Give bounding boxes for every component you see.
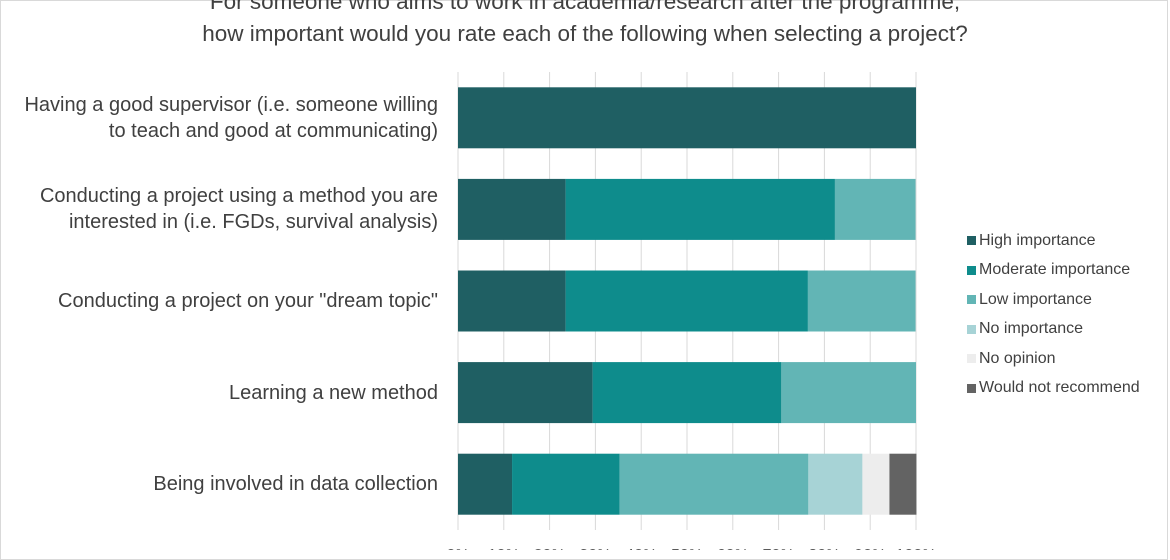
bar-segment-low-importance — [807, 270, 916, 332]
category-label-line: Learning a new method — [228, 381, 438, 404]
x-tick-label: 70% — [763, 547, 795, 550]
legend-swatch — [967, 354, 976, 364]
category-label: Conducting a project on your "dream topi… — [8, 288, 438, 314]
chart-title: For someone who aims to work in academia… — [0, 0, 1170, 50]
legend-item: No opinion — [967, 344, 1140, 374]
bar-segment-low-importance — [619, 453, 809, 515]
bar-segment-high-importance — [458, 453, 513, 515]
bar-segment-moderate-importance — [565, 178, 835, 240]
legend-swatch — [967, 265, 976, 275]
bars — [458, 87, 917, 515]
x-tick-label: 50% — [671, 547, 703, 550]
legend-item: Low importance — [967, 285, 1140, 315]
bar-segment-moderate-importance — [512, 453, 620, 515]
legend-item: Moderate importance — [967, 256, 1140, 286]
x-tick-label: 40% — [625, 547, 657, 550]
category-label-line: Conducting a project on your "dream topi… — [58, 290, 438, 312]
x-tick-label: 60% — [717, 547, 749, 550]
category-label-line: Having a good supervisor (i.e. someone w… — [24, 93, 438, 116]
legend-item: High importance — [967, 226, 1140, 256]
x-tick-label: 100% — [896, 547, 937, 550]
bar-segment-high-importance — [458, 270, 566, 332]
legend-label: No opinion — [979, 349, 1056, 367]
bar-segment-low-importance — [834, 178, 916, 240]
category-label-line: to teach and good at communicating) — [108, 119, 438, 142]
x-tick-label: 20% — [534, 547, 566, 550]
bar-segment-no-importance — [808, 453, 863, 515]
legend: High importance Moderate importance Low im… — [967, 226, 1140, 403]
bar-segment-low-importance — [781, 362, 916, 424]
x-tick-label: 80% — [808, 547, 840, 550]
bar-segment-high-importance — [458, 87, 916, 149]
x-tick-label: 90% — [854, 547, 886, 550]
legend-label: Low importance — [979, 290, 1092, 308]
legend-swatch — [967, 236, 976, 246]
category-label: Conducting a project using a method you … — [8, 183, 438, 235]
category-label-line: Being involved in data collection — [153, 473, 438, 496]
category-label-line: interested in (i.e. FGDs, survival analy… — [68, 211, 438, 234]
bar-segment-moderate-importance — [565, 270, 808, 332]
bar-segment-no-opinion — [862, 453, 890, 515]
chart-title-line-1: For someone who aims to work in academia… — [209, 0, 961, 14]
legend-swatch — [967, 324, 976, 334]
legend-label: Moderate importance — [979, 261, 1131, 279]
bar-segment-would-not-recommend — [889, 453, 917, 515]
legend-label: No importance — [979, 320, 1084, 338]
bar-segment-high-importance — [458, 362, 593, 424]
legend-label: Would not recommend — [979, 379, 1140, 397]
x-tick-label: 10% — [488, 547, 520, 550]
x-tick-label: 0% — [446, 547, 469, 550]
bar-segment-high-importance — [458, 178, 566, 240]
legend-swatch — [967, 383, 976, 393]
bar-segment-moderate-importance — [592, 362, 782, 424]
category-label-line: Conducting a project using a method you … — [39, 185, 438, 208]
x-tick-label: 30% — [579, 547, 611, 550]
legend-item: No importance — [967, 315, 1140, 345]
category-label: Being involved in data collection — [8, 471, 438, 497]
legend-label: High importance — [979, 231, 1096, 249]
category-label: Having a good supervisor (i.e. someone w… — [8, 92, 438, 144]
chart-title-line-2: how important would you rate each of the… — [202, 21, 968, 46]
category-label: Learning a new method — [8, 380, 438, 406]
x-axis-ticks: 0% 10% 20% 30% 40% 50% 60% 70% 80% 90% 100% — [446, 547, 936, 550]
legend-item: Would not recommend — [967, 374, 1140, 404]
legend-swatch — [967, 295, 976, 305]
